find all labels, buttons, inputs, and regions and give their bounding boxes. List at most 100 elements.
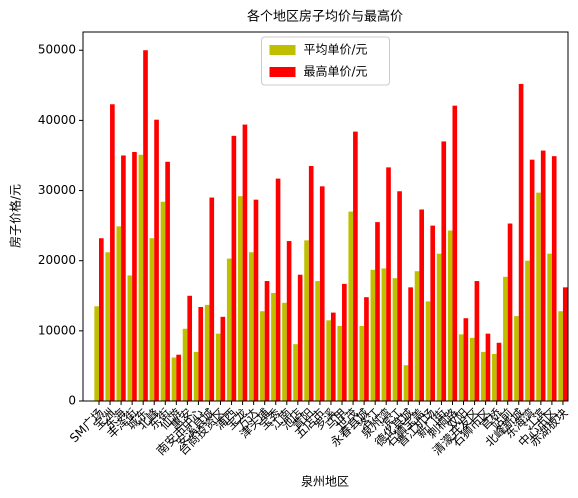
bar [220,316,226,401]
bar [171,357,177,401]
legend-label: 最高单价/元 [304,64,368,79]
bar [353,131,358,401]
bar [315,281,320,401]
legend-swatch [269,45,296,55]
legend-label: 平均单价/元 [304,43,368,57]
bar [337,325,343,401]
bar [198,306,204,401]
bar [503,276,508,401]
bar [419,209,424,401]
bar [193,351,199,401]
bar [474,281,480,401]
y-tick-label: 40000 [38,113,76,127]
plot-frame [82,31,569,402]
bar [430,225,436,401]
y-tick-label: 20000 [38,253,76,267]
y-tick-label: 10000 [38,323,76,337]
bar [480,351,486,401]
bar [308,165,314,401]
bar [518,83,524,402]
y-axis-label: 房子价格/元 [8,184,23,248]
bar [436,253,442,401]
bar [463,318,469,401]
bar [127,275,133,401]
bar [154,119,159,401]
bar [149,238,155,401]
bar [260,311,265,401]
bar [326,320,331,401]
bar [165,161,170,401]
bar [496,342,502,401]
y-tick-label: 30000 [38,183,76,197]
bar [249,252,254,401]
bar [275,178,281,401]
bar [304,240,309,401]
bar [551,156,557,401]
bar [319,186,325,401]
bar [110,104,115,401]
bar [485,333,491,401]
bar [105,252,111,401]
bar [364,297,369,401]
bar [231,135,237,402]
bar [215,333,221,401]
bar [540,150,546,401]
bar [529,159,535,401]
bar [209,197,215,401]
bar [386,167,391,401]
bar [359,325,365,401]
legend-swatch [269,67,296,77]
bar [562,287,568,401]
bar [121,155,126,401]
y-tick-label: 0 [68,394,76,408]
bar [441,141,447,401]
bar [143,50,148,402]
bar [99,238,104,401]
bar [237,196,243,401]
bar [286,241,292,401]
bar [187,295,193,401]
bar [94,306,99,401]
bar [375,222,380,401]
bar [514,316,519,401]
x-axis-label: 泉州地区 [301,475,349,489]
bar [525,260,530,401]
bar [160,201,166,401]
bar [204,304,210,401]
bar [226,258,232,401]
bar [116,226,122,401]
bar [330,312,336,401]
bar [138,154,144,401]
bar [403,365,409,401]
bar [132,151,137,401]
bar [282,302,287,401]
bar [293,344,298,401]
bar [264,281,270,401]
bar [348,211,354,401]
bar [271,292,276,401]
bar [397,191,402,401]
bar [182,328,188,401]
bar [492,353,497,401]
bar [414,271,420,401]
bar [452,105,458,401]
bar [469,337,475,401]
bar [447,230,453,401]
bar [242,124,248,401]
chart-title: 各个地区房子均价与最高价 [247,9,403,25]
bar [176,354,181,401]
y-tick-label: 50000 [38,43,76,57]
bar [253,199,259,401]
bar [425,301,431,401]
bar [458,334,464,401]
bar [342,283,347,401]
bar [370,269,376,401]
bar [536,192,541,401]
bar [558,311,563,401]
bar [381,268,387,401]
bar [547,253,552,401]
bar [507,223,513,401]
bar [408,287,413,401]
bar [297,274,303,401]
